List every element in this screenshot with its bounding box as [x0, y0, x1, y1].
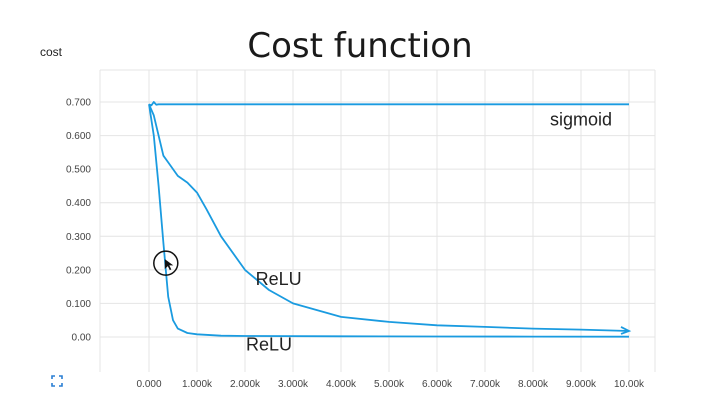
y-tick-label: 0.400: [66, 198, 91, 209]
x-tick-label: 7.000k: [470, 379, 501, 390]
annotation-label-1: sigmoid: [550, 110, 612, 130]
chart-grid: [99, 69, 656, 372]
y-tick-label: 0.200: [66, 265, 91, 276]
y-tick-label: 0.300: [66, 232, 91, 243]
series-line-2: [148, 103, 630, 332]
y-tick-label: 0.500: [66, 165, 91, 176]
annotation-label-3: ReLU: [246, 334, 292, 354]
y-tick-label: 0.00: [72, 333, 92, 344]
x-tick-label: 8.000k: [518, 379, 549, 390]
x-tick-label: 1.000k: [182, 379, 213, 390]
x-tick-label: 4.000k: [326, 379, 357, 390]
x-tick-label: 9.000k: [566, 379, 597, 390]
annotation-label-2: ReLU: [256, 269, 302, 289]
y-tick-label: 0.700: [66, 98, 91, 109]
x-tick-label: 0.000: [136, 379, 161, 390]
x-tick-label: 2.000k: [230, 379, 261, 390]
series-arrowhead: [620, 326, 632, 335]
x-tick-label: 5.000k: [374, 379, 405, 390]
y-tick-label: 0.600: [66, 131, 91, 142]
x-tick-label: 6.000k: [422, 379, 453, 390]
y-tick-label: 0.100: [66, 299, 91, 310]
highlight-circle: [153, 250, 179, 276]
x-tick-labels: 0.000 1.000k 2.000k 3.000k 4.000k 5.000k 6.000…: [136, 379, 645, 390]
series-line-1: [148, 101, 629, 107]
expand-icon[interactable]: [51, 375, 63, 387]
series-lines: [148, 101, 632, 338]
y-tick-labels: 0.700 0.600 0.500 0.400 0.300 0.200 0.100 0.00: [66, 98, 91, 344]
chart-title: cost: [40, 45, 63, 59]
x-tick-label: 10.00k: [614, 379, 645, 390]
series-line-3: [148, 104, 630, 338]
x-tick-label: 3.000k: [278, 379, 309, 390]
annotations: sigmoid ReLU ReLU: [246, 110, 612, 355]
slide-title: Cost function: [247, 26, 473, 66]
cursor-icon: [164, 259, 174, 271]
